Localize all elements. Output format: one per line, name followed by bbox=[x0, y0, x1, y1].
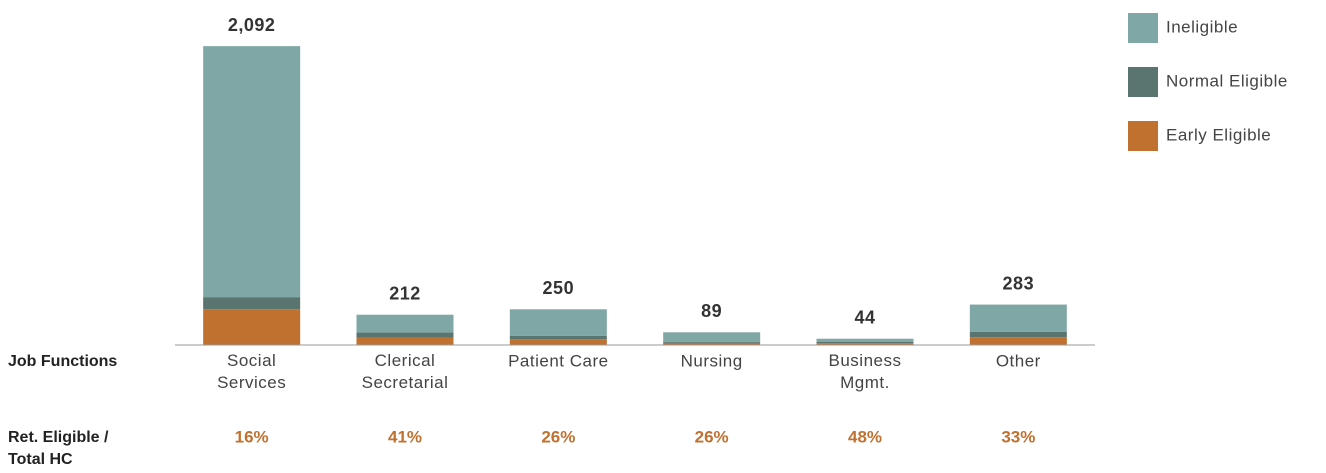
bar-segment bbox=[356, 332, 454, 338]
bar-segment bbox=[203, 297, 301, 310]
category-label: Nursing bbox=[681, 351, 743, 370]
ratio-label: 48% bbox=[848, 427, 882, 446]
bar-segment bbox=[509, 309, 607, 336]
bar-segment bbox=[509, 335, 607, 340]
ratio-label: 33% bbox=[1001, 427, 1035, 446]
bar-segment bbox=[356, 314, 454, 333]
bar-segment bbox=[969, 331, 1067, 338]
bar-segment bbox=[356, 337, 454, 345]
bar-segment bbox=[816, 343, 914, 345]
bar-segment bbox=[816, 342, 914, 344]
row-label: Job Functions bbox=[8, 353, 117, 370]
legend-label: Early Eligible bbox=[1166, 125, 1271, 144]
total-label: 250 bbox=[543, 278, 575, 298]
ratio-label: 26% bbox=[695, 427, 729, 446]
ratio-label: 16% bbox=[235, 427, 269, 446]
bar-segment bbox=[969, 304, 1067, 332]
legend-label: Normal Eligible bbox=[1166, 71, 1288, 90]
legend-swatch bbox=[1128, 67, 1158, 97]
category-label: Clerical Secretarial bbox=[362, 351, 449, 392]
total-label: 283 bbox=[1003, 273, 1035, 293]
total-label: 212 bbox=[389, 283, 421, 303]
total-label: 2,092 bbox=[228, 15, 276, 35]
bar-segment bbox=[969, 337, 1067, 345]
ratio-label: 26% bbox=[541, 427, 575, 446]
total-label: 89 bbox=[701, 301, 722, 321]
legend-swatch bbox=[1128, 13, 1158, 43]
category-label: Business Mgmt. bbox=[829, 351, 902, 392]
bar-segment bbox=[203, 46, 301, 298]
bar-segment bbox=[663, 342, 761, 345]
row-label: Ret. Eligible / Total HC bbox=[8, 429, 109, 468]
category-label: Patient Care bbox=[508, 351, 609, 370]
total-label: 44 bbox=[854, 307, 875, 327]
category-label: Social Services bbox=[217, 351, 286, 392]
bar-segment bbox=[816, 338, 914, 342]
bar-segment bbox=[509, 339, 607, 345]
bar-segment bbox=[663, 341, 761, 343]
legend-label: Ineligible bbox=[1166, 17, 1238, 36]
bar-segment bbox=[203, 309, 301, 345]
bar-segment bbox=[663, 332, 761, 342]
ratio-label: 41% bbox=[388, 427, 422, 446]
legend-swatch bbox=[1128, 121, 1158, 151]
category-label: Other bbox=[996, 351, 1041, 370]
